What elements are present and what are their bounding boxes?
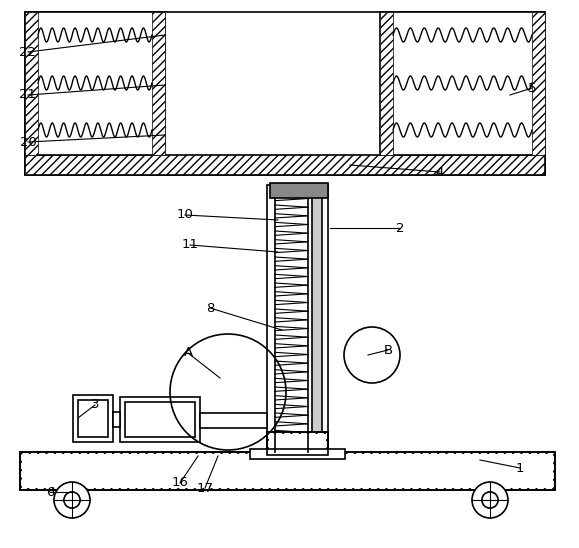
Bar	[380, 12, 545, 155]
Circle shape	[64, 492, 80, 508]
Bar	[250, 449, 345, 459]
Bar	[267, 432, 328, 455]
Text: B: B	[383, 344, 393, 357]
Bar	[25, 155, 545, 175]
Bar	[532, 12, 545, 155]
Text: 8: 8	[206, 301, 214, 315]
Bar	[270, 183, 328, 198]
Bar	[20, 452, 555, 490]
Text: 2: 2	[396, 221, 404, 235]
Text: 5: 5	[527, 82, 536, 94]
Text: 17: 17	[196, 482, 214, 494]
Bar	[120, 397, 200, 442]
Text: 20: 20	[20, 135, 36, 149]
Text: 21: 21	[20, 88, 36, 101]
Bar	[269, 434, 326, 453]
Bar	[25, 12, 38, 155]
Circle shape	[472, 482, 508, 518]
Text: A: A	[184, 346, 193, 359]
Bar	[113, 412, 120, 427]
Text: 11: 11	[181, 238, 199, 252]
Circle shape	[54, 482, 90, 518]
Text: 1: 1	[516, 461, 524, 475]
Text: 6: 6	[46, 486, 54, 499]
Bar	[267, 185, 328, 455]
Bar	[78, 400, 108, 437]
Bar	[267, 432, 328, 455]
Bar	[22, 454, 553, 488]
Text: 16: 16	[171, 477, 188, 489]
Bar	[25, 12, 165, 155]
Text: 3: 3	[91, 398, 99, 412]
Bar	[125, 402, 195, 437]
Bar	[20, 452, 555, 490]
Bar	[152, 12, 165, 155]
Bar	[25, 12, 545, 175]
Text: 10: 10	[177, 208, 193, 221]
Bar	[312, 192, 322, 452]
Bar	[73, 395, 113, 442]
Text: 4: 4	[436, 165, 444, 179]
Text: 22: 22	[20, 45, 36, 59]
Bar	[200, 413, 267, 428]
Circle shape	[482, 492, 498, 508]
Bar	[380, 12, 393, 155]
